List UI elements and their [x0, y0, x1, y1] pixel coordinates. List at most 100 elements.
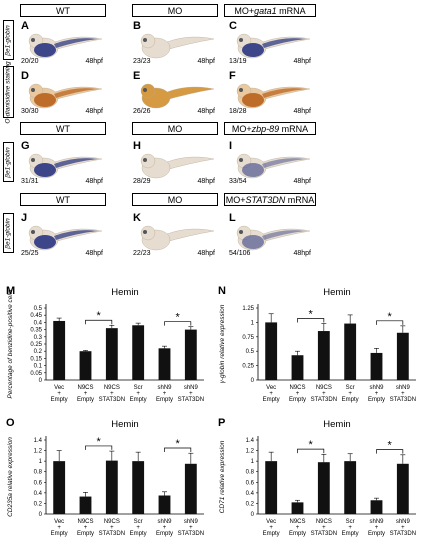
y-tick-label: 1 — [251, 459, 255, 465]
x-tick-label: shN9 + Empty — [156, 519, 173, 537]
panel-stage: 48hpf — [293, 250, 311, 257]
chart-M: M Hemin Percentage of benzidine-positive c… — [0, 282, 212, 414]
significance-star: * — [176, 438, 181, 450]
bar — [132, 461, 145, 514]
significance-bracket — [376, 449, 404, 454]
y-tick-label: 0.2 — [246, 501, 255, 507]
panel-count: 25/25 — [21, 250, 39, 257]
panel-J: J 25/25 48hpf — [18, 211, 106, 259]
bar — [158, 348, 171, 380]
x-tick-label: N9CS + STAT3DN — [99, 385, 125, 403]
bar — [317, 331, 330, 380]
bar — [291, 355, 304, 380]
significance-bracket — [85, 319, 113, 325]
y-tick-label: 0.6 — [34, 480, 43, 486]
panel-stage: 48hpf — [197, 108, 215, 115]
panel-stage: 48hpf — [197, 250, 215, 257]
bar — [396, 463, 409, 514]
x-tick-label: shN9 + STAT3DN — [390, 519, 416, 537]
significance-bracket — [164, 321, 192, 326]
bar — [105, 328, 118, 380]
header-wt-3: WT — [20, 193, 106, 206]
panel-stage: 48hpf — [293, 178, 311, 185]
bar — [105, 460, 118, 514]
panel-count: 28/29 — [133, 178, 151, 185]
y-tick-label: 0.6 — [246, 480, 255, 486]
chart-N: N Hemin γ-globin relative expression 0 0.25 0… — [212, 282, 424, 414]
panel-stage: 48hpf — [85, 178, 103, 185]
side-label-globin-2: βe1-globin — [3, 142, 14, 182]
chart-title: Hemin — [323, 287, 350, 298]
panel-letter: J — [21, 212, 28, 224]
bar — [396, 332, 409, 380]
panel-letter: E — [133, 70, 141, 82]
x-tick-label: N9CS + Empty — [289, 385, 306, 403]
panel-stage: 48hpf — [85, 250, 103, 257]
panel-B: B 23/23 48hpf — [130, 19, 218, 67]
y-tick-label: 0.4 — [246, 491, 255, 497]
x-tick-label: shN9 + STAT3DN — [178, 385, 204, 403]
embryo-image — [236, 83, 311, 109]
y-tick-label: 0.4 — [34, 491, 43, 497]
panel-K: K 22/23 48hpf — [130, 211, 218, 259]
embryo-image — [236, 153, 311, 179]
chart-title: Hemin — [111, 287, 138, 298]
bar — [265, 461, 278, 514]
y-tick-label: 0.8 — [246, 470, 255, 476]
y-tick-label: 0 — [251, 378, 255, 384]
x-tick-label: N9CS + Empty — [77, 519, 94, 537]
y-tick-label: 0.2 — [34, 501, 43, 507]
x-tick-label: shN9 + STAT3DN — [390, 385, 416, 403]
y-tick-label: 0.25 — [30, 342, 42, 348]
x-tick-label: Scr + Empty — [342, 385, 359, 403]
embryo-image — [236, 33, 311, 59]
y-tick-label: 0.75 — [242, 335, 254, 341]
y-tick-label: 0 — [251, 512, 255, 518]
panel-letter: A — [21, 20, 29, 32]
embryo-image — [28, 153, 103, 179]
side-label-globin-1: βe1-globin — [3, 20, 14, 60]
x-tick-label: N9CS + Empty — [289, 519, 306, 537]
y-tick-label: 0.3 — [34, 335, 43, 341]
y-tick-label: 0.8 — [34, 470, 43, 476]
panel-stage: 48hpf — [293, 108, 311, 115]
y-tick-label: 0.15 — [30, 356, 42, 362]
panel-C: C 13/19 48hpf — [226, 19, 314, 67]
chart-letter: M — [6, 285, 15, 297]
y-axis-label: γ-globin relative expression — [219, 304, 226, 383]
y-tick-label: 0.5 — [246, 349, 255, 355]
embryo-image — [28, 33, 103, 59]
y-tick-label: 0.5 — [34, 306, 43, 312]
y-tick-label: 1 — [251, 320, 255, 326]
header-wt-1: WT — [20, 4, 106, 17]
panel-letter: I — [229, 140, 233, 152]
x-tick-label: N9CS + Empty — [77, 385, 94, 403]
embryo-image — [140, 153, 215, 179]
y-axis-label: CD235a relative expression — [7, 437, 14, 517]
header-rescue-3: MO+STAT3DN mRNA — [224, 193, 316, 206]
panel-F: F 18/28 48hpf — [226, 69, 314, 117]
bar — [132, 325, 145, 380]
bar — [265, 322, 278, 380]
y-tick-label: 1 — [39, 459, 43, 465]
x-tick-label: Scr + Empty — [130, 385, 147, 403]
embryo-image — [140, 83, 215, 109]
panel-H: H 28/29 48hpf — [130, 139, 218, 187]
bar — [344, 323, 357, 380]
panel-stage: 48hpf — [197, 178, 215, 185]
panel-letter: L — [229, 212, 236, 224]
bar — [184, 329, 197, 380]
panel-L: L 54/106 48hpf — [226, 211, 314, 259]
panel-count: 22/23 — [133, 250, 151, 257]
panel-stage: 48hpf — [293, 58, 311, 65]
y-tick-label: 1.4 — [246, 438, 255, 444]
chart-O: O Hemin CD235a relative expression 0 0.2 0.4 0… — [0, 414, 212, 548]
panel-stage: 48hpf — [197, 58, 215, 65]
y-tick-label: 0 — [39, 378, 43, 384]
embryo-image — [140, 33, 215, 59]
y-tick-label: 0.45 — [30, 313, 42, 319]
y-tick-label: 0.25 — [242, 364, 254, 370]
panel-letter: G — [21, 140, 30, 152]
panel-I: I 33/54 48hpf — [226, 139, 314, 187]
x-tick-label: Vec + Empty — [263, 519, 280, 537]
